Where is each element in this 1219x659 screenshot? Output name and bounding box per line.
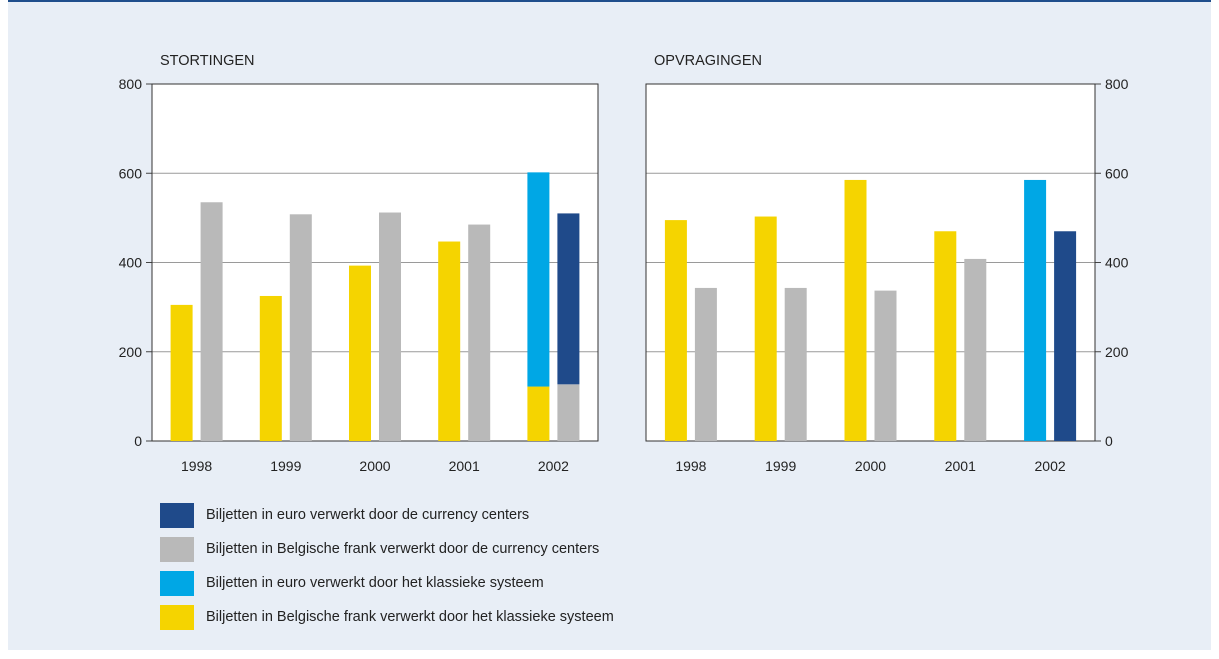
x-tick-label: 1999: [765, 458, 796, 474]
figure-panel: 0 200 400 600 800 STORTINGEN 1998 1999 2000 2001 2…: [8, 0, 1211, 650]
bar: [664, 220, 687, 441]
bar: [468, 224, 491, 441]
x-tick-label: 1998: [181, 458, 212, 474]
legend-item: Biljetten in euro verwerkt door de curre…: [160, 498, 860, 532]
bar: [527, 172, 550, 387]
bar: [964, 258, 987, 441]
x-tick-label: 2000: [855, 458, 886, 474]
legend-swatch-frank-klassieke-systeem: [160, 604, 194, 630]
y-tick-label: 200: [1105, 344, 1129, 360]
chart-opvragingen: 0 200 400 600 800 OPVRAGINGEN 1998 1999 2000 2001…: [645, 53, 1129, 474]
bar: [527, 386, 550, 441]
bar: [200, 202, 223, 441]
bar: [379, 212, 401, 441]
bar: [1024, 179, 1047, 441]
y-tick-label: 400: [119, 255, 143, 271]
bar: [259, 295, 282, 441]
x-tick-label: 2002: [538, 458, 569, 474]
x-tick-label: 2001: [945, 458, 976, 474]
legend-label: Biljetten in euro verwerkt door de curre…: [206, 507, 530, 523]
bar: [557, 384, 580, 441]
legend-item: Biljetten in euro verwerkt door het klas…: [160, 566, 860, 600]
plot-frame: [645, 83, 1096, 442]
legend-swatch-frank-currency-centers: [160, 536, 194, 562]
bar: [349, 265, 371, 441]
legend-swatch-euro-currency-centers: [160, 502, 194, 528]
bar: [754, 216, 777, 441]
x-tick-label: 2000: [359, 458, 390, 474]
legend: Biljetten in euro verwerkt door de curre…: [160, 498, 860, 634]
legend-item: Biljetten in Belgische frank verwerkt do…: [160, 600, 860, 634]
legend-label: Biljetten in Belgische frank verwerkt do…: [206, 541, 600, 557]
x-tick-label: 1998: [675, 458, 706, 474]
bar: [934, 231, 957, 441]
legend-item: Biljetten in Belgische frank verwerkt do…: [160, 532, 860, 566]
bar: [557, 213, 580, 385]
bar: [694, 287, 717, 441]
x-tick-label: 1999: [270, 458, 301, 474]
chart-title: OPVRAGINGEN: [654, 53, 762, 69]
y-tick-label: 200: [119, 344, 143, 360]
y-tick-label: 400: [1105, 255, 1129, 271]
chart-title: STORTINGEN: [160, 53, 255, 69]
bar: [1054, 231, 1077, 441]
y-tick-label: 600: [1105, 165, 1129, 181]
y-tick-label: 600: [119, 165, 143, 181]
y-tick-label: 800: [1105, 76, 1129, 92]
legend-label: Biljetten in euro verwerkt door het klas…: [206, 575, 544, 591]
y-tick-label: 0: [134, 433, 142, 449]
bar: [874, 290, 897, 441]
legend-label: Biljetten in Belgische frank verwerkt do…: [206, 609, 614, 625]
legend-swatch-euro-klassieke-systeem: [160, 570, 194, 596]
bar: [844, 179, 867, 441]
y-tick-label: 0: [1105, 433, 1113, 449]
bar: [784, 287, 807, 441]
bar: [438, 241, 461, 441]
plot-frame: [151, 83, 599, 442]
x-tick-label: 2001: [449, 458, 480, 474]
bar: [289, 214, 312, 441]
x-tick-label: 2002: [1035, 458, 1066, 474]
y-tick-label: 800: [119, 76, 143, 92]
bar: [170, 304, 193, 441]
chart-stortingen: 0 200 400 600 800 STORTINGEN 1998 1999 2000 2001 2…: [119, 53, 599, 474]
